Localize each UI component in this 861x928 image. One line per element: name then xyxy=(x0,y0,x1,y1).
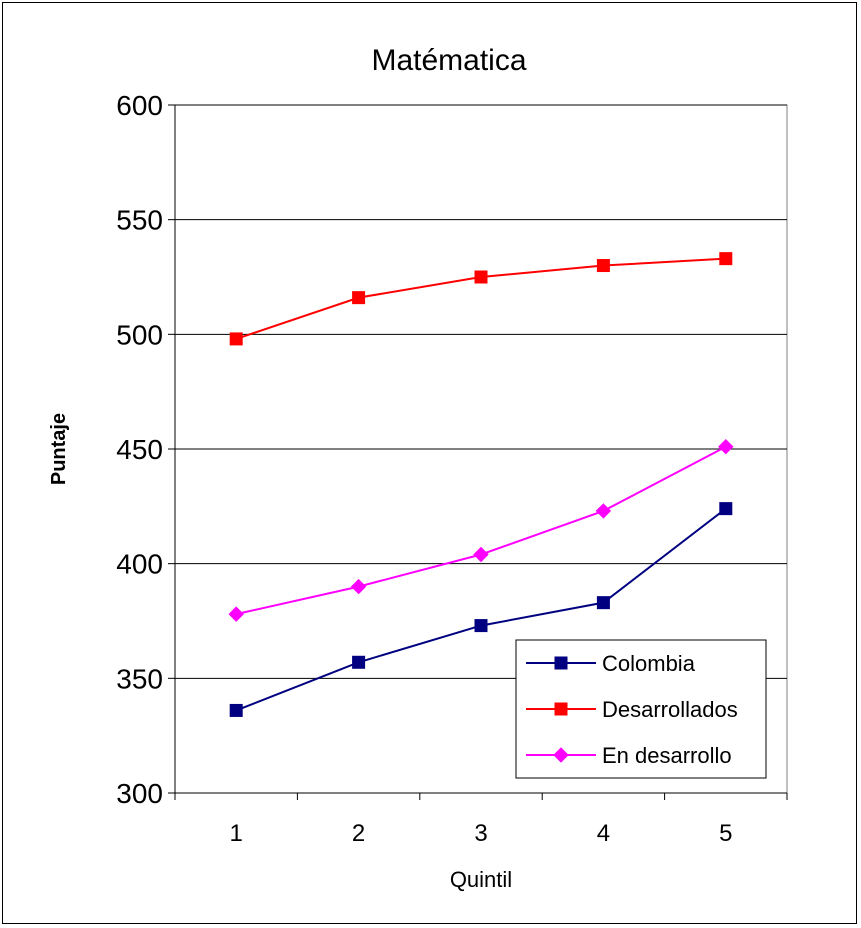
data-point-desarrollados xyxy=(229,332,243,346)
data-point-colombia xyxy=(719,502,733,516)
x-tick-label: 4 xyxy=(597,820,610,847)
data-point-en-desarrollo xyxy=(595,503,612,519)
legend-marker-desarrollados xyxy=(554,702,568,716)
y-tick-label: 350 xyxy=(116,663,163,694)
x-tick-label: 3 xyxy=(474,820,487,847)
plot-area: 300 350 400 450 500 550 600 1 2 3 4 5 xyxy=(116,90,788,847)
x-tick-label: 1 xyxy=(230,820,243,847)
legend-label-en-desarrollo: En desarrollo xyxy=(602,743,732,768)
data-point-en-desarrollo xyxy=(473,546,489,563)
y-tick-label: 500 xyxy=(116,319,163,350)
legend-label-colombia: Colombia xyxy=(602,651,696,676)
data-point-desarrollados xyxy=(474,270,488,284)
y-tick-label: 400 xyxy=(116,549,163,580)
data-point-en-desarrollo xyxy=(350,578,367,595)
data-point-desarrollados xyxy=(352,291,366,305)
series-line-en-desarrollo xyxy=(235,445,727,616)
data-point-desarrollados xyxy=(596,259,610,273)
y-tick-label: 550 xyxy=(116,205,163,236)
data-point-colombia xyxy=(596,596,610,610)
data-point-colombia xyxy=(474,619,488,633)
y-tick-label: 450 xyxy=(116,434,163,465)
x-tick-label: 2 xyxy=(352,820,365,847)
legend-label-desarrollados: Desarrollados xyxy=(602,697,738,722)
legend-marker-colombia xyxy=(554,656,568,670)
legend: Colombia Desarrollados En desarrollo xyxy=(515,639,767,779)
data-point-en-desarrollo xyxy=(718,438,734,455)
x-tick-label: 5 xyxy=(719,820,732,847)
y-tick-label: 300 xyxy=(116,778,163,809)
data-point-colombia xyxy=(229,703,243,717)
data-point-en-desarrollo xyxy=(228,606,244,622)
data-point-desarrollados xyxy=(719,252,733,266)
data-point-colombia xyxy=(352,655,366,669)
y-tick-label: 600 xyxy=(116,90,163,121)
chart-title: Matématica xyxy=(371,44,526,77)
legend-marker-en-desarrollo xyxy=(553,747,569,763)
x-axis-label: Quintil xyxy=(450,867,512,892)
y-axis-label: Puntaje xyxy=(48,413,70,485)
